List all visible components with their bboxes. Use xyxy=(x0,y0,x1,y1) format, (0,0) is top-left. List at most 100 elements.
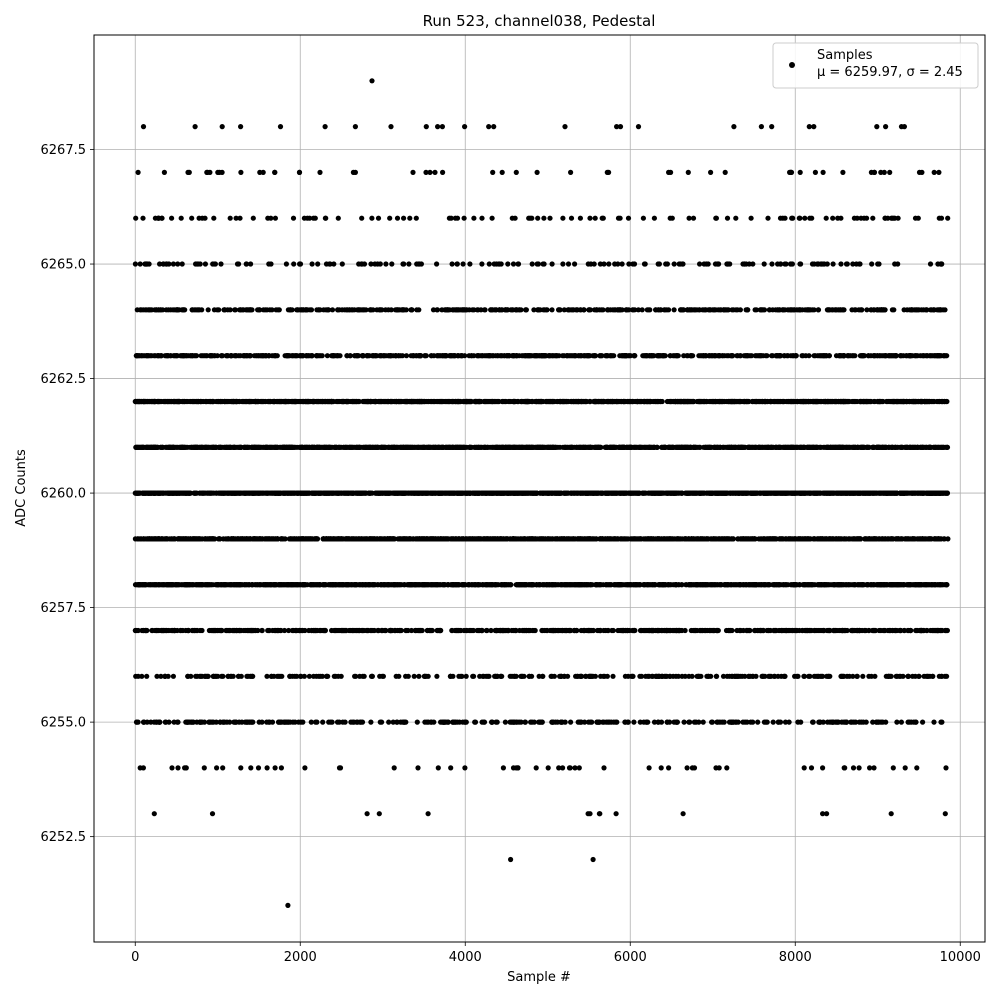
data-point xyxy=(833,536,839,542)
data-point xyxy=(463,673,469,679)
data-point xyxy=(850,627,856,634)
data-point xyxy=(808,765,815,771)
data-point xyxy=(601,719,607,725)
data-point xyxy=(680,811,686,817)
data-point xyxy=(942,811,948,817)
data-point xyxy=(266,582,272,588)
data-point xyxy=(169,765,175,771)
data-point xyxy=(544,627,550,634)
data-point xyxy=(720,673,727,679)
data-point xyxy=(655,582,662,588)
data-point xyxy=(770,536,776,542)
data-point xyxy=(589,582,595,588)
data-point xyxy=(220,673,226,679)
data-point xyxy=(289,673,295,679)
data-point xyxy=(319,673,325,679)
data-point xyxy=(582,719,588,725)
data-point xyxy=(746,673,752,679)
data-point xyxy=(645,719,651,725)
data-point xyxy=(540,536,547,542)
data-point xyxy=(249,673,255,679)
data-point xyxy=(907,582,913,588)
data-point xyxy=(410,536,416,542)
data-point xyxy=(532,627,538,634)
data-point xyxy=(902,765,908,771)
data-point xyxy=(220,765,226,771)
data-point xyxy=(312,627,318,634)
data-point xyxy=(394,719,400,725)
data-point xyxy=(403,536,409,542)
data-point xyxy=(906,627,912,634)
data-point xyxy=(226,627,232,634)
data-point xyxy=(717,536,723,542)
data-point xyxy=(791,582,797,588)
data-point xyxy=(318,627,324,634)
data-point xyxy=(328,719,334,725)
data-point xyxy=(414,719,420,725)
data-point xyxy=(302,627,308,634)
data-point xyxy=(157,719,163,725)
data-point xyxy=(141,719,147,725)
data-point xyxy=(572,536,578,542)
data-point xyxy=(696,719,702,725)
data-point xyxy=(314,536,321,542)
data-point xyxy=(851,536,857,542)
data-point xyxy=(165,673,171,679)
data-point xyxy=(824,627,830,634)
data-point xyxy=(514,536,520,542)
data-point xyxy=(792,536,798,542)
data-point xyxy=(750,673,756,679)
data-point xyxy=(812,627,818,634)
data-point xyxy=(661,536,667,542)
data-point xyxy=(257,536,263,542)
data-point xyxy=(874,582,880,588)
data-point xyxy=(448,765,454,771)
data-point xyxy=(552,719,559,725)
data-point xyxy=(675,536,681,542)
data-point xyxy=(771,673,777,679)
data-point xyxy=(301,673,307,679)
data-point xyxy=(578,673,584,679)
data-point xyxy=(804,536,810,542)
data-point xyxy=(395,627,401,634)
data-point xyxy=(691,719,698,725)
chart-title: Run 523, channel038, Pedestal xyxy=(423,12,656,30)
data-point xyxy=(225,673,231,679)
data-point xyxy=(350,719,356,725)
data-point xyxy=(492,582,499,588)
data-point xyxy=(617,582,623,588)
data-point xyxy=(233,582,239,588)
data-point xyxy=(281,719,287,725)
data-point xyxy=(541,582,547,588)
data-point xyxy=(180,627,186,634)
data-point xyxy=(287,719,293,725)
data-point xyxy=(839,536,845,542)
data-point xyxy=(184,582,190,588)
data-point xyxy=(539,719,545,725)
data-point xyxy=(875,719,881,725)
data-point xyxy=(576,765,582,771)
data-point xyxy=(154,673,160,679)
data-point xyxy=(871,536,877,542)
data-point xyxy=(762,582,769,588)
data-point xyxy=(267,719,273,725)
data-point xyxy=(775,582,781,588)
data-point xyxy=(675,673,682,679)
data-point xyxy=(827,536,833,542)
data-point xyxy=(411,673,417,679)
data-point xyxy=(337,627,343,634)
data-point xyxy=(779,627,785,634)
data-point xyxy=(362,536,368,542)
data-point xyxy=(525,536,531,542)
data-point xyxy=(799,627,806,634)
data-point xyxy=(707,627,713,634)
data-point xyxy=(646,765,652,771)
data-point xyxy=(423,536,429,542)
data-point xyxy=(792,673,798,679)
data-point xyxy=(773,627,779,634)
data-point xyxy=(249,719,255,725)
data-point xyxy=(686,673,692,679)
data-point xyxy=(513,627,519,634)
data-point xyxy=(396,536,402,542)
